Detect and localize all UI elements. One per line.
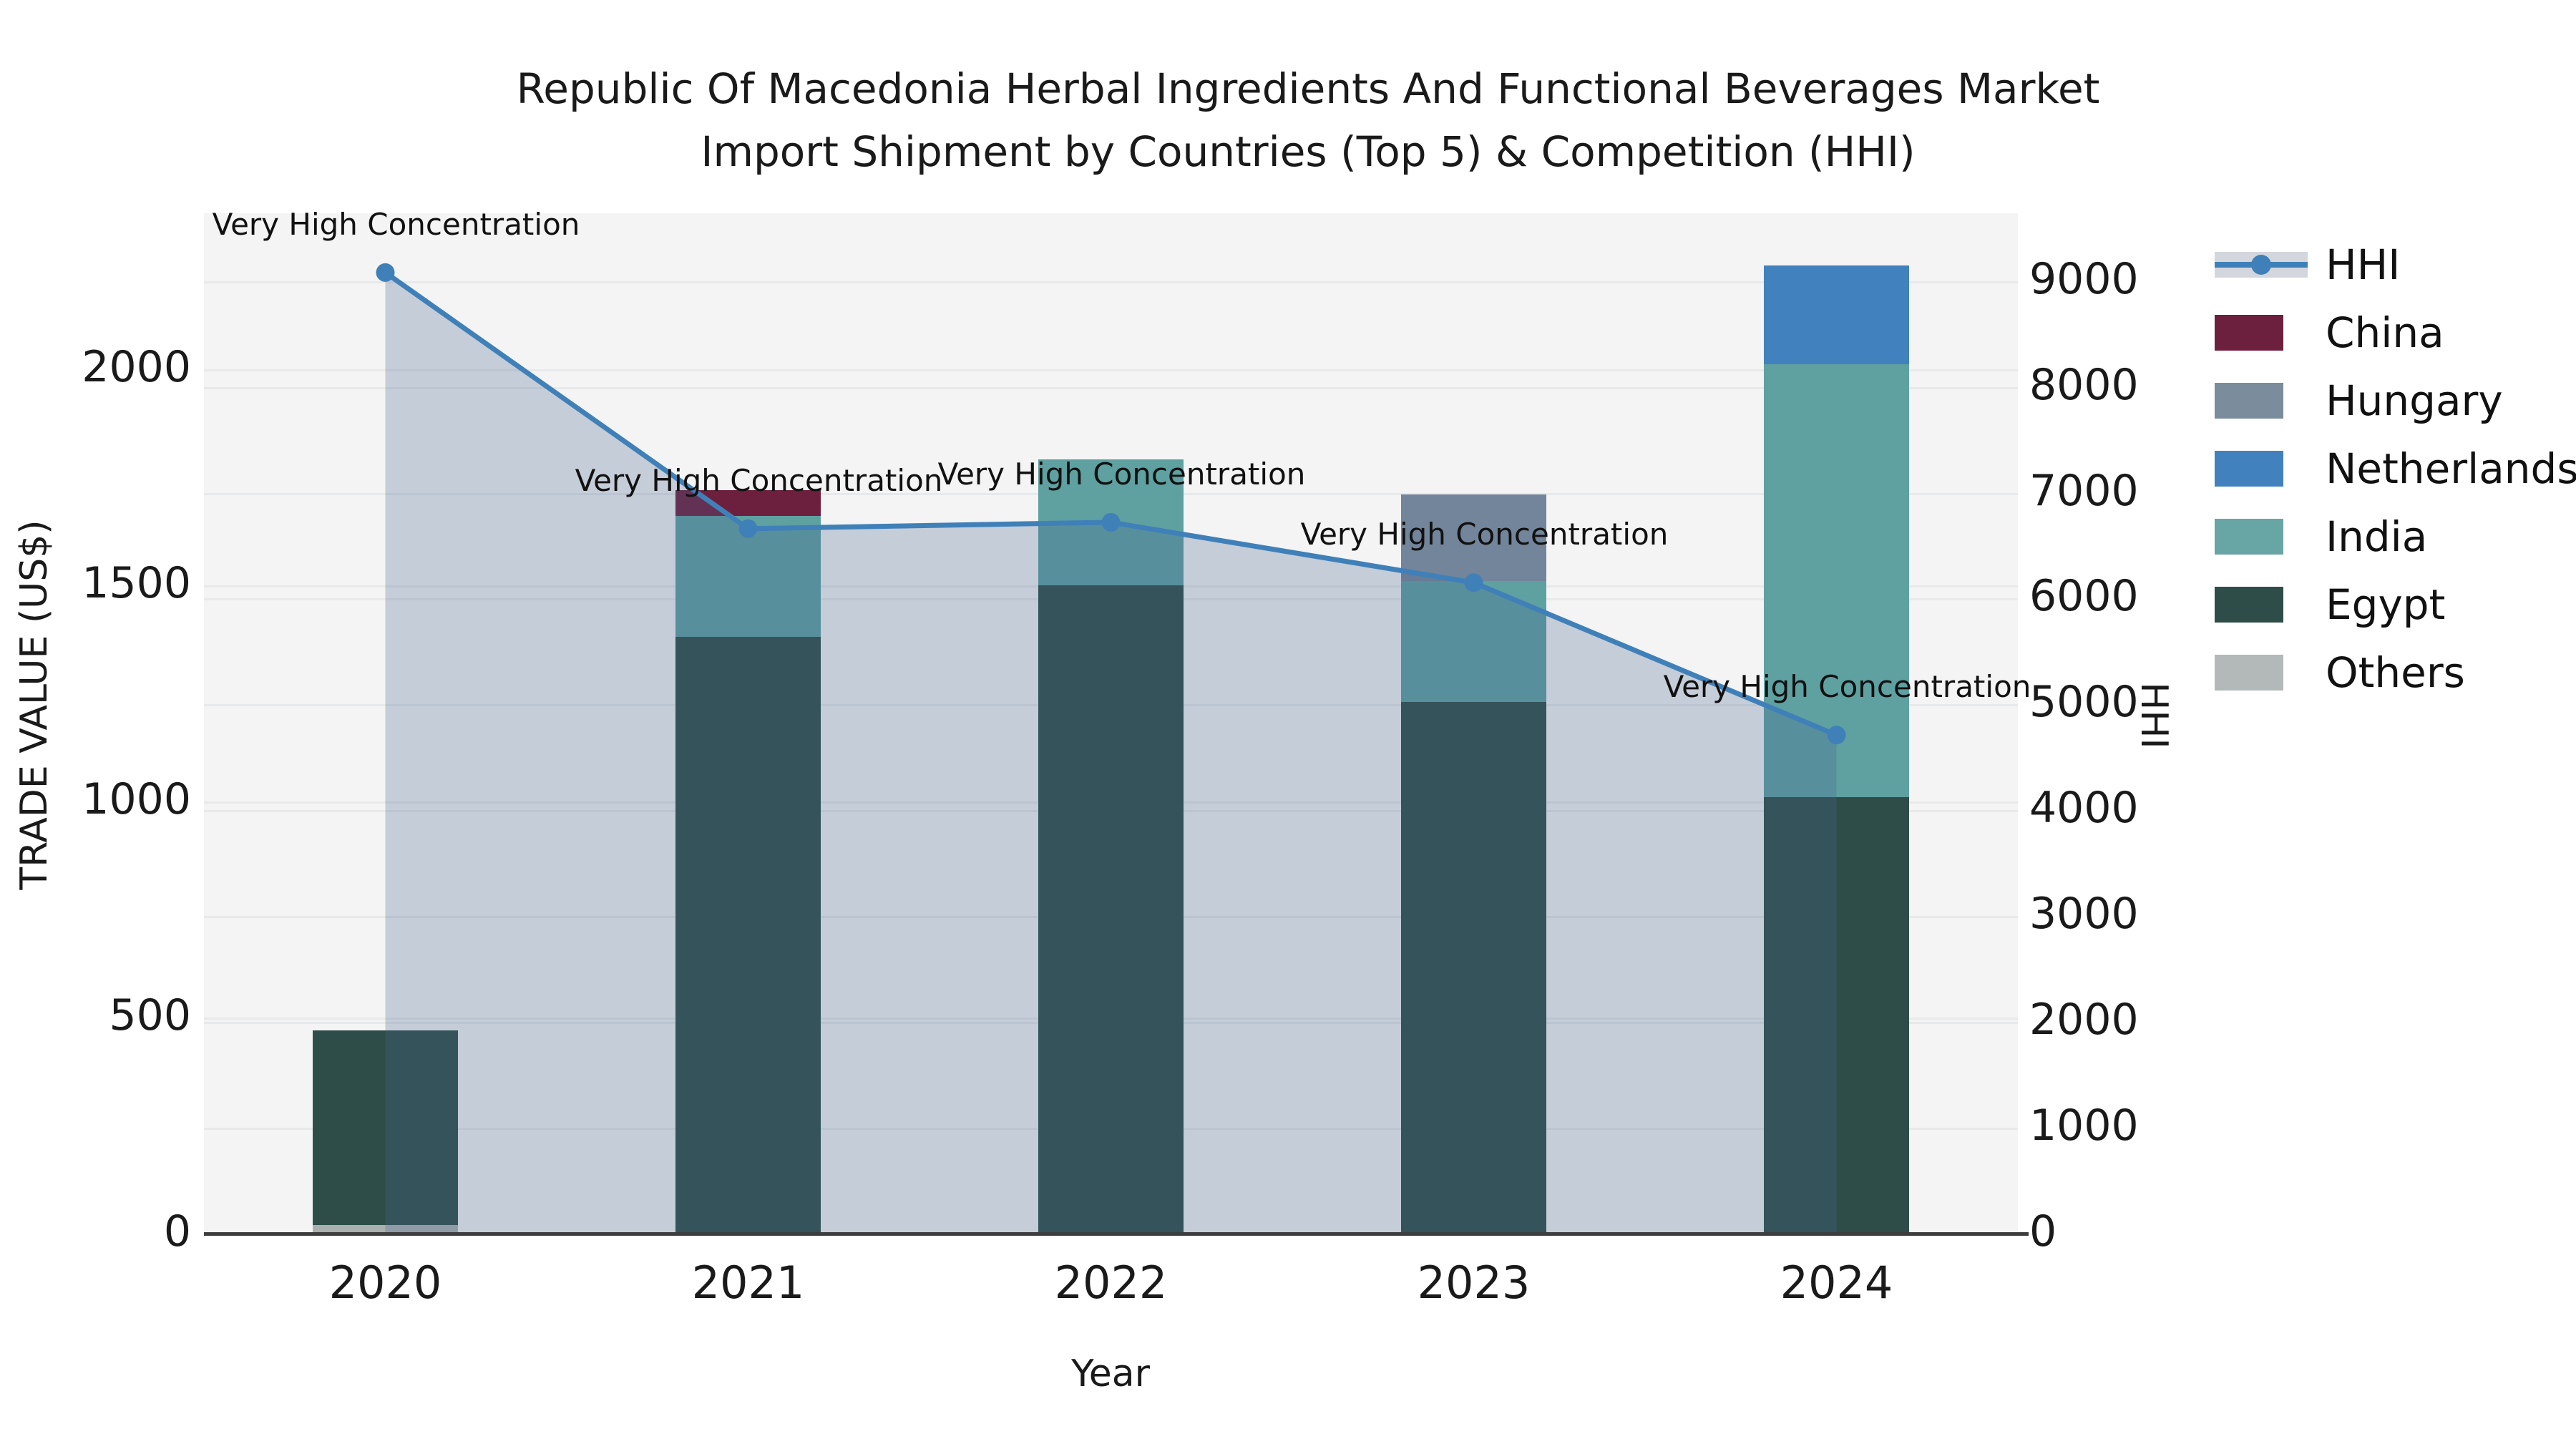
legend-line-icon: [2215, 251, 2326, 278]
legend-swatch-icon: [2215, 450, 2326, 487]
annotation-2024: Very High Concentration: [1663, 669, 2031, 705]
y-right-tick-3000: 3000: [2029, 889, 2139, 940]
legend-item-hungary: Hungary: [2215, 366, 2572, 434]
legend-item-hhi: HHI: [2215, 230, 2572, 298]
gridline: [204, 280, 2018, 283]
y-left-tick-500: 500: [109, 990, 191, 1040]
y-right-tick-8000: 8000: [2029, 359, 2139, 410]
legend-label: Hungary: [2326, 376, 2503, 425]
x-tick-2020: 2020: [328, 1257, 442, 1309]
x-axis-label: Year: [1070, 1352, 1151, 1395]
annotation-2021: Very High Concentration: [575, 462, 943, 498]
x-tick-2023: 2023: [1417, 1257, 1531, 1309]
bar-segment-egypt-2024: [1764, 796, 1909, 1234]
y-left-tick-0: 0: [163, 1206, 191, 1257]
legend-item-china: China: [2215, 298, 2572, 366]
legend-swatch-icon: [2215, 654, 2326, 691]
annotation-2022: Very High Concentration: [937, 456, 1306, 492]
y-left-tick-2000: 2000: [82, 341, 191, 392]
legend-item-egypt: Egypt: [2215, 570, 2572, 638]
bar-segment-netherlands-2024: [1764, 265, 1909, 365]
legend-swatch-icon: [2215, 382, 2326, 419]
y-axis-label-right: HHI: [2132, 682, 2175, 749]
y-right-tick-5000: 5000: [2029, 677, 2139, 728]
bar-segment-egypt-2021: [675, 637, 821, 1234]
x-tick-2024: 2024: [1780, 1257, 1893, 1309]
annotation-2020: Very High Concentration: [212, 206, 580, 242]
bar-segment-india-2023: [1401, 580, 1546, 702]
bar-segment-egypt-2022: [1038, 585, 1184, 1234]
bar-segment-others-2020: [313, 1224, 458, 1234]
y-right-tick-9000: 9000: [2029, 253, 2139, 304]
legend-label: India: [2326, 512, 2428, 561]
legend-swatch-icon: [2215, 518, 2326, 555]
legend-label: Egypt: [2326, 580, 2446, 629]
x-tick-2022: 2022: [1054, 1257, 1168, 1309]
legend-swatch-icon: [2215, 586, 2326, 623]
y-right-tick-2000: 2000: [2029, 995, 2139, 1045]
bar-segment-egypt-2023: [1401, 701, 1546, 1234]
y-left-tick-1000: 1000: [82, 774, 191, 824]
legend-item-netherlands: Netherlands: [2215, 434, 2576, 502]
gridline: [204, 369, 2018, 371]
y-right-tick-6000: 6000: [2029, 571, 2139, 622]
bar-segment-egypt-2020: [313, 1030, 458, 1225]
legend-label: HHI: [2326, 240, 2401, 289]
bar-segment-india-2021: [675, 515, 821, 638]
bar-segment-india-2024: [1764, 364, 1909, 797]
legend-label: Netherlands: [2326, 444, 2576, 493]
legend-item-others: Others: [2215, 638, 2572, 706]
legend-swatch-icon: [2215, 314, 2326, 351]
chart-title-line2: Import Shipment by Countries (Top 5) & C…: [701, 127, 1916, 176]
plot-area: [204, 213, 2018, 1234]
x-axis-spine: [204, 1232, 2029, 1236]
legend-item-india: India: [2215, 502, 2572, 570]
y-right-tick-4000: 4000: [2029, 783, 2139, 834]
legend: HHI China Hungary Netherlands India Egypt Othe…: [2215, 230, 2576, 706]
y-left-tick-1500: 1500: [82, 557, 191, 608]
legend-label: China: [2326, 308, 2444, 357]
x-tick-2021: 2021: [691, 1257, 805, 1309]
legend-label: Others: [2326, 648, 2465, 697]
y-right-tick-1000: 1000: [2029, 1101, 2139, 1151]
y-right-tick-7000: 7000: [2029, 465, 2139, 516]
chart-title-line1: Republic Of Macedonia Herbal Ingredients…: [516, 64, 2100, 113]
annotation-2023: Very High Concentration: [1300, 517, 1669, 552]
y-axis-label-left: TRADE VALUE (US$): [13, 519, 56, 890]
y-right-tick-0: 0: [2029, 1206, 2057, 1257]
gridline: [204, 386, 2018, 389]
